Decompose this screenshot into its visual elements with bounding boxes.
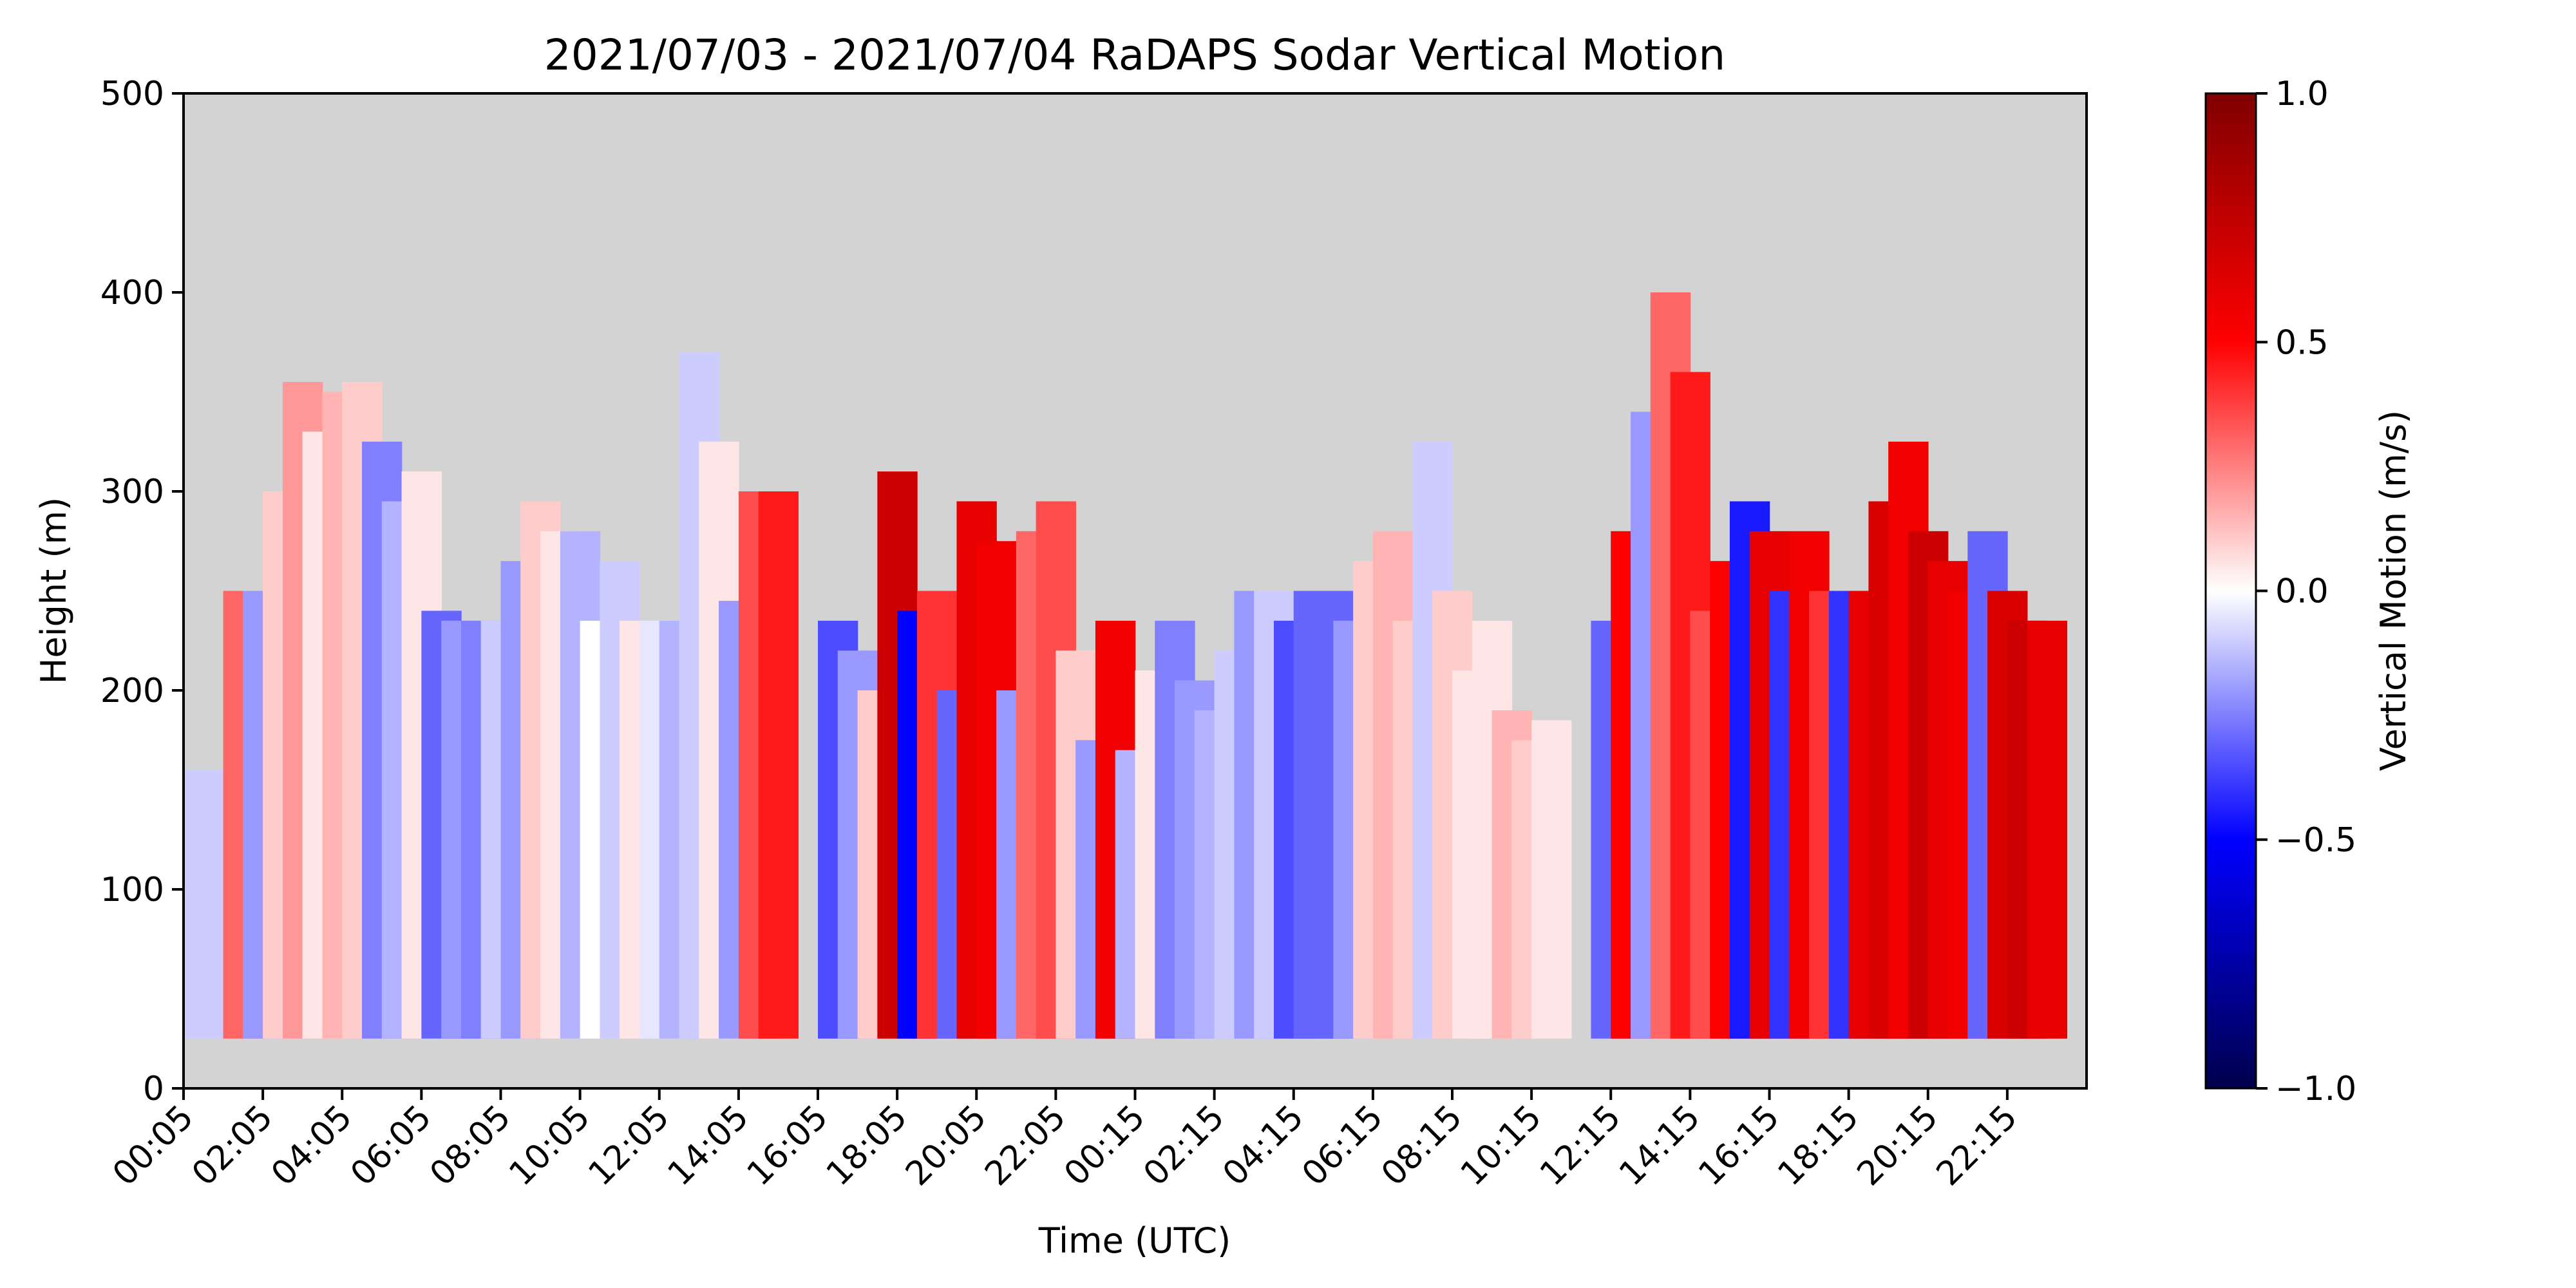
- colorbar-ticks: 1.0 0.5 0.0 −0.5 −1.0: [2256, 75, 2356, 1108]
- heatmap-cell: [758, 491, 799, 1039]
- x-tick-label: 12:15: [1533, 1098, 1628, 1193]
- x-tick-label: 08:15: [1374, 1098, 1470, 1193]
- colorbar-tick-label: 1.0: [2275, 75, 2329, 113]
- y-tick-label: 500: [100, 75, 164, 113]
- x-tick-label: 14:05: [661, 1098, 756, 1193]
- colorbar: [2204, 92, 2257, 1090]
- heatmap-cell: [1531, 720, 1572, 1039]
- x-tick-label: 10:05: [502, 1098, 597, 1193]
- x-tick-label: 14:15: [1612, 1098, 1707, 1193]
- y-tick-label: 0: [143, 1070, 164, 1108]
- colorbar-tick-label: 0.0: [2275, 573, 2329, 611]
- x-tick-label: 08:05: [422, 1098, 518, 1193]
- x-tick-label: 20:15: [1850, 1098, 1946, 1193]
- x-tick-label: 16:15: [1691, 1098, 1786, 1193]
- x-tick-label: 10:15: [1454, 1098, 1549, 1193]
- x-tick-label: 02:15: [1136, 1098, 1231, 1193]
- y-axis-label: Height (m): [33, 497, 74, 684]
- y-tick-label: 100: [100, 871, 164, 909]
- x-tick-label: 02:05: [185, 1098, 280, 1193]
- heatmap-cell: [184, 770, 224, 1039]
- y-tick-label: 200: [100, 672, 164, 710]
- x-tick-label: 18:05: [819, 1098, 914, 1193]
- colorbar-tick-label: 0.5: [2275, 323, 2329, 362]
- chart-title: 2021/07/03 - 2021/07/04 RaDAPS Sodar Ver…: [544, 30, 1725, 80]
- heatmap-columns: [184, 292, 2068, 1039]
- x-tick-label: 06:05: [343, 1098, 439, 1193]
- x-tick-label: 18:15: [1770, 1098, 1866, 1193]
- x-tick-label: 20:05: [898, 1098, 994, 1193]
- x-axis-label: Time (UTC): [1038, 1220, 1231, 1261]
- x-tick-label: 04:05: [264, 1098, 359, 1193]
- y-tick-label: 300: [100, 473, 164, 511]
- y-axis: 0 100 200 300 400 500: [100, 75, 184, 1108]
- x-tick-label: 00:15: [1057, 1098, 1152, 1193]
- x-tick-label: 06:15: [1295, 1098, 1390, 1193]
- y-tick-label: 400: [100, 274, 164, 312]
- colorbar-tick-label: −0.5: [2275, 821, 2356, 860]
- x-tick-label: 00:05: [106, 1098, 201, 1193]
- x-tick-label: 22:05: [978, 1098, 1073, 1193]
- colorbar-label: Vertical Motion (m/s): [2373, 410, 2414, 772]
- x-tick-label: 16:05: [740, 1098, 835, 1193]
- heatmap-cell: [2027, 620, 2068, 1039]
- colorbar-tick-label: −1.0: [2275, 1070, 2356, 1108]
- x-axis: 00:0502:0504:0506:0508:0510:0512:0514:05…: [106, 1088, 2025, 1193]
- x-tick-label: 12:05: [582, 1098, 677, 1193]
- x-tick-label: 22:15: [1929, 1098, 2025, 1193]
- x-tick-label: 04:15: [1216, 1098, 1311, 1193]
